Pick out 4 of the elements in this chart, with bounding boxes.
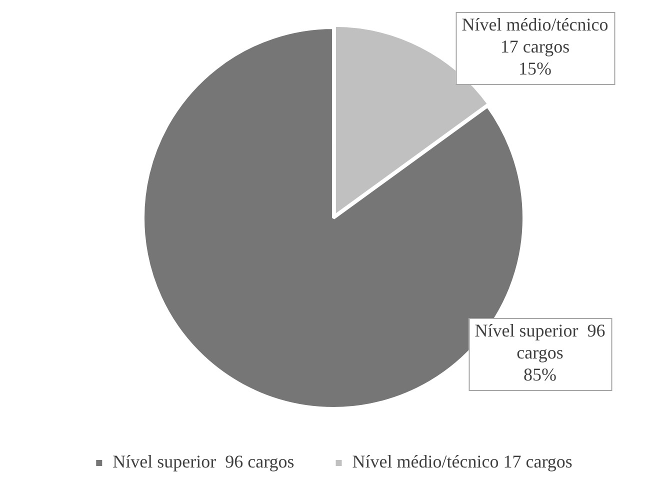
data-label: Nível médio/técnico 17 cargos 15% bbox=[462, 14, 608, 79]
legend-label: Nível médio/técnico 17 cargos bbox=[352, 452, 572, 472]
legend-label: Nível superior 96 cargos bbox=[112, 452, 294, 472]
data-label: Nível superior 96 cargos 85% bbox=[474, 320, 606, 385]
